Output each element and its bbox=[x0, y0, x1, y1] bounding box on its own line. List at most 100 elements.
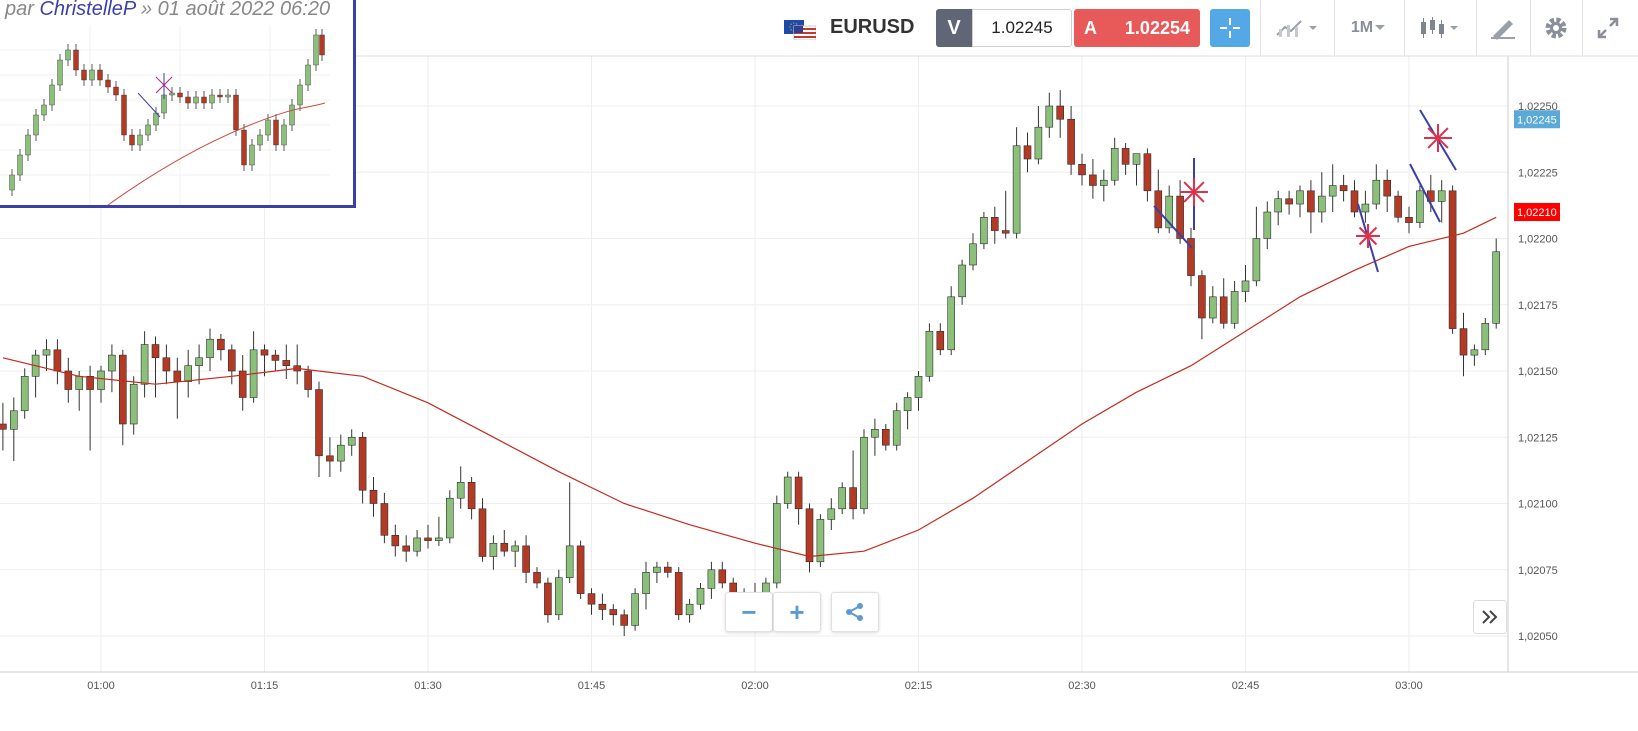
candle-down bbox=[674, 572, 683, 616]
candle-down bbox=[228, 349, 236, 372]
candle-up bbox=[827, 508, 836, 520]
candle-down bbox=[424, 537, 432, 541]
candle-up bbox=[336, 444, 345, 462]
candle-up bbox=[20, 375, 29, 412]
inset-candle bbox=[105, 79, 111, 88]
share-button[interactable] bbox=[831, 592, 879, 632]
candle-up bbox=[642, 572, 650, 594]
candle-up bbox=[108, 354, 116, 372]
candle-up bbox=[511, 545, 520, 552]
attribution-author[interactable]: ChristelleP bbox=[39, 0, 136, 20]
candle-up bbox=[980, 217, 988, 245]
candle-up bbox=[696, 587, 705, 605]
candle-down bbox=[1056, 105, 1064, 120]
candle-down bbox=[173, 370, 182, 382]
inset-candle bbox=[185, 96, 191, 104]
candle-down bbox=[369, 489, 378, 504]
indicator-button[interactable] bbox=[1265, 9, 1329, 47]
scroll-right-button[interactable] bbox=[1473, 600, 1507, 634]
candle-down bbox=[478, 508, 487, 557]
toolbar: EURUSD V 1.02245 A 1.02254 1M bbox=[360, 0, 1638, 56]
attribution-prefix: par bbox=[5, 0, 34, 20]
price-tag-label: 1,02210 bbox=[1517, 207, 1557, 219]
inset-candle bbox=[233, 94, 239, 131]
candles-icon bbox=[1421, 17, 1458, 38]
candle-up bbox=[42, 349, 51, 356]
double-chevron-right-icon bbox=[1482, 610, 1498, 624]
candle-down bbox=[609, 609, 618, 616]
annotation-line[interactable] bbox=[1409, 163, 1441, 223]
annotation-star[interactable] bbox=[1427, 127, 1449, 149]
crosshair-button[interactable] bbox=[1210, 9, 1250, 47]
candle-up bbox=[1012, 145, 1021, 234]
inset-candle bbox=[313, 34, 319, 66]
symbol-label[interactable]: EURUSD bbox=[830, 16, 915, 38]
fullscreen-button[interactable] bbox=[1586, 9, 1630, 47]
candle-up bbox=[1470, 349, 1479, 356]
sell-price[interactable]: 1.02245 bbox=[972, 9, 1072, 47]
x-tick-label: 01:15 bbox=[251, 680, 279, 692]
buy-button[interactable]: A 1.02254 bbox=[1074, 9, 1200, 47]
sell-label[interactable]: V bbox=[936, 9, 972, 47]
drawing-button[interactable] bbox=[1480, 9, 1526, 47]
inset-candle bbox=[257, 134, 263, 146]
candle-down bbox=[315, 389, 323, 457]
buy-price: 1.02254 bbox=[1124, 17, 1190, 38]
candle-down bbox=[358, 436, 367, 491]
candle-up bbox=[129, 383, 138, 425]
candle-up bbox=[413, 537, 421, 552]
fullscreen-icon bbox=[1597, 17, 1619, 39]
x-tick-label: 02:00 bbox=[741, 680, 769, 692]
timeframe-label: 1M bbox=[1350, 19, 1374, 36]
inset-candle bbox=[97, 69, 103, 81]
candle-up bbox=[1274, 198, 1282, 213]
candle-down bbox=[119, 354, 127, 425]
candle-down bbox=[64, 370, 73, 390]
x-tick-label: 01:30 bbox=[414, 680, 442, 692]
candle-down bbox=[271, 354, 280, 361]
y-tick-label: 1,02100 bbox=[1518, 499, 1558, 511]
candle-down bbox=[238, 370, 247, 398]
annotation-line[interactable] bbox=[1153, 205, 1193, 249]
annotation-star[interactable] bbox=[1183, 181, 1205, 203]
candle-up bbox=[1492, 251, 1500, 324]
zoom-in-button[interactable]: + bbox=[773, 592, 821, 632]
candle-up bbox=[1296, 190, 1304, 205]
candle-up bbox=[1318, 195, 1326, 213]
zoom-out-button[interactable]: − bbox=[725, 592, 773, 632]
timeframe-select[interactable]: 1M bbox=[1338, 9, 1400, 47]
candle-down bbox=[1459, 328, 1468, 356]
inset-annotation-line bbox=[137, 92, 161, 118]
candle-up bbox=[838, 487, 847, 510]
candle-up bbox=[456, 481, 465, 499]
candle-up bbox=[1045, 105, 1054, 128]
chevron-down-icon bbox=[1375, 25, 1386, 30]
candle-up bbox=[816, 519, 825, 563]
x-tick-label: 02:15 bbox=[905, 680, 933, 692]
candle-up bbox=[1437, 190, 1446, 202]
inset-candle bbox=[241, 129, 247, 166]
inset-candle bbox=[25, 134, 31, 156]
candle-down bbox=[1405, 217, 1413, 223]
candle-down bbox=[391, 534, 400, 547]
candle-up bbox=[925, 330, 934, 377]
candle-up bbox=[1209, 296, 1217, 319]
candle-down bbox=[620, 614, 629, 626]
candle-up bbox=[947, 296, 956, 351]
settings-button[interactable] bbox=[1534, 9, 1578, 47]
candle-down bbox=[1448, 190, 1457, 329]
candles-button[interactable] bbox=[1408, 9, 1472, 47]
inset-candle bbox=[81, 69, 87, 81]
candle-down bbox=[217, 338, 225, 351]
y-tick-label: 1,02150 bbox=[1518, 366, 1558, 378]
inset-chart: par ChristelleP » 01 août 2022 06:20 bbox=[0, 0, 356, 208]
candle-up bbox=[1034, 126, 1043, 160]
candle-up bbox=[871, 428, 879, 438]
candle-down bbox=[794, 476, 803, 510]
candle-up bbox=[347, 436, 356, 446]
candle-up bbox=[184, 365, 192, 382]
candle-down bbox=[1176, 195, 1184, 239]
candle-down bbox=[1001, 230, 1010, 234]
x-tick-label: 02:30 bbox=[1068, 680, 1096, 692]
annotation-star[interactable] bbox=[1358, 226, 1378, 246]
